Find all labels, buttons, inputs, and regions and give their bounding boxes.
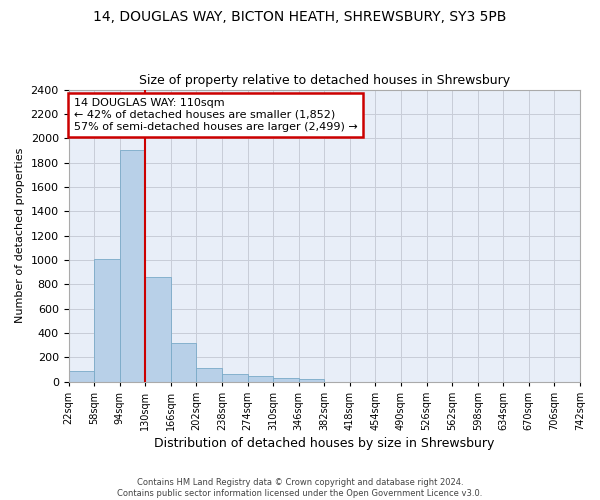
Title: Size of property relative to detached houses in Shrewsbury: Size of property relative to detached ho…: [139, 74, 510, 87]
Bar: [94, 258, 119, 382]
Text: 14, DOUGLAS WAY, BICTON HEATH, SHREWSBURY, SY3 5PB: 14, DOUGLAS WAY, BICTON HEATH, SHREWSBUR…: [94, 10, 506, 24]
Y-axis label: Number of detached properties: Number of detached properties: [15, 148, 25, 324]
Bar: [68, 370, 94, 382]
Bar: [299, 379, 324, 382]
Bar: [196, 368, 222, 382]
Bar: [119, 150, 145, 382]
Bar: [248, 376, 273, 382]
Text: Contains HM Land Registry data © Crown copyright and database right 2024.
Contai: Contains HM Land Registry data © Crown c…: [118, 478, 482, 498]
Bar: [171, 342, 196, 382]
Bar: [273, 378, 299, 382]
Bar: [145, 277, 171, 382]
X-axis label: Distribution of detached houses by size in Shrewsbury: Distribution of detached houses by size …: [154, 437, 494, 450]
Bar: [222, 374, 248, 382]
Text: 14 DOUGLAS WAY: 110sqm
← 42% of detached houses are smaller (1,852)
57% of semi-: 14 DOUGLAS WAY: 110sqm ← 42% of detached…: [74, 98, 358, 132]
